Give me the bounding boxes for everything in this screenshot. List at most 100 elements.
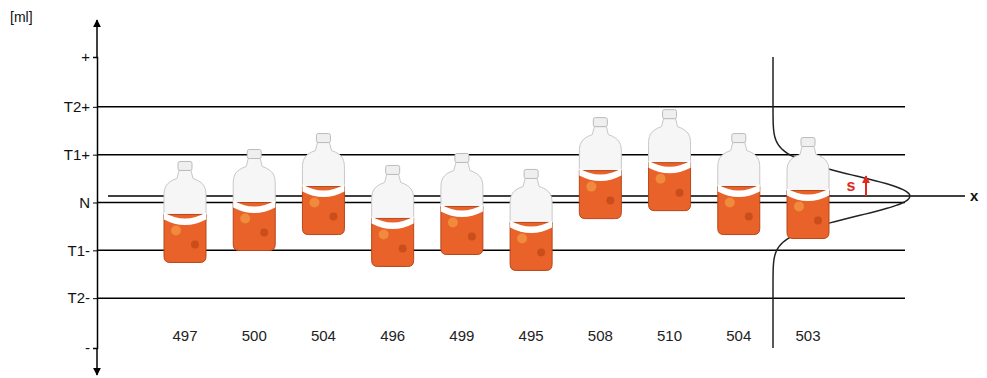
data-label: 495: [519, 327, 544, 344]
y-tick: T2+: [64, 98, 97, 115]
grid-line: [98, 250, 905, 252]
data-label: 504: [726, 327, 751, 344]
bottle-wave: [510, 220, 552, 233]
bottle-fruit: [171, 225, 181, 235]
bottle-cap: [247, 150, 261, 159]
y-tick: T2-: [68, 289, 98, 306]
data-label: 499: [449, 327, 474, 344]
bottle-fruit: [240, 214, 250, 224]
bottle-cap: [593, 118, 607, 127]
data-label: 496: [380, 327, 405, 344]
bottle-cap: [316, 134, 330, 143]
tick-label: T2+: [64, 98, 91, 115]
tick-label: N: [79, 194, 90, 211]
bottle: [649, 110, 691, 211]
data-label: 497: [172, 327, 197, 344]
bottle-fruit: [517, 233, 527, 243]
bottle-fruit: [260, 229, 268, 237]
bottle-fruit: [586, 182, 596, 192]
grid-line: [98, 202, 905, 204]
bottle-top: [233, 159, 275, 205]
bottle-fruit: [468, 232, 476, 240]
bottle-top: [649, 119, 691, 165]
bottle: [787, 138, 829, 239]
tick-mark: [93, 203, 97, 204]
tick-label: T1-: [68, 242, 91, 259]
distribution-curve: [773, 57, 910, 348]
sd-label: s: [847, 177, 856, 194]
bottle-fruit: [309, 198, 319, 208]
bottle-wave: [372, 216, 414, 229]
grid-line: [98, 297, 905, 299]
bottle: [510, 169, 552, 270]
bottle: [718, 134, 760, 235]
sd-arrow: [865, 176, 867, 196]
y-axis: + T2+ T1+ N T1- T2- -: [64, 48, 98, 356]
bottle-fruit: [606, 197, 614, 205]
tick-mark: [93, 298, 97, 299]
bottle-wave: [233, 201, 275, 214]
bottle-top: [510, 178, 552, 224]
bottle-top: [372, 174, 414, 220]
bottle-fruit: [329, 213, 337, 221]
axis-title: [ml]: [10, 9, 33, 25]
tick-label: -: [85, 339, 90, 356]
data-label: 503: [795, 327, 820, 344]
bottle-wave: [579, 169, 621, 182]
data-label: 504: [311, 327, 336, 344]
tick-mark: [93, 155, 97, 156]
y-tick: T1-: [68, 242, 98, 259]
bottle-fruit: [656, 174, 666, 184]
bottle: [302, 134, 344, 235]
data-label: 510: [657, 327, 682, 344]
tick-mark: [93, 57, 97, 58]
bottle-top: [787, 147, 829, 193]
tick-label: T2-: [68, 289, 91, 306]
bottle-cap: [524, 169, 538, 178]
bottle: [233, 150, 275, 251]
bottle-fruit: [448, 217, 458, 227]
bottle-top: [302, 143, 344, 189]
y-tick: -: [85, 339, 97, 356]
bottle-wave: [441, 204, 483, 217]
mean-label: x: [970, 187, 979, 204]
tick-mark: [93, 250, 97, 251]
bottle-wave: [787, 189, 829, 202]
bottle-cap: [663, 110, 677, 119]
bottle-wave: [718, 185, 760, 198]
chart: +T2+T1+NT1-T2--[ml]xs4975005044964994955…: [0, 0, 987, 378]
tick-label: +: [81, 48, 90, 65]
bottle-cap: [178, 161, 192, 170]
bottle: [164, 161, 206, 262]
bottle-fruit: [814, 217, 822, 225]
grid: [98, 107, 905, 298]
bottle-fruit: [676, 189, 684, 197]
axis-arrow: [96, 348, 98, 375]
y-tick: T1+: [64, 146, 97, 163]
bottle-fruit: [537, 248, 545, 256]
bottle: [579, 118, 621, 219]
tick-label: T1+: [64, 146, 91, 163]
grid-line: [98, 154, 905, 156]
data-label: 508: [588, 327, 613, 344]
y-tick: N: [79, 194, 97, 211]
bottle-cap: [386, 165, 400, 174]
y-tick: +: [81, 48, 97, 65]
bottle-cap: [455, 153, 469, 162]
bottle-wave: [164, 212, 206, 225]
bottle-fruit: [794, 202, 804, 212]
bottle-cap: [801, 138, 815, 147]
bottle: [372, 165, 414, 266]
axis-arrow: [96, 20, 98, 57]
bottle-fruit: [379, 229, 389, 239]
bottle-fruit: [191, 240, 199, 248]
plot-area: [164, 57, 910, 348]
bottle-fruit: [725, 198, 735, 208]
bottle-fruit: [745, 213, 753, 221]
bottle-cap: [732, 134, 746, 143]
bottle-top: [164, 170, 206, 216]
bottle-fruit: [399, 244, 407, 252]
data-labels: 497500504496499495508510504503: [172, 327, 820, 344]
tick-mark: [93, 107, 97, 108]
bottle: [441, 153, 483, 254]
